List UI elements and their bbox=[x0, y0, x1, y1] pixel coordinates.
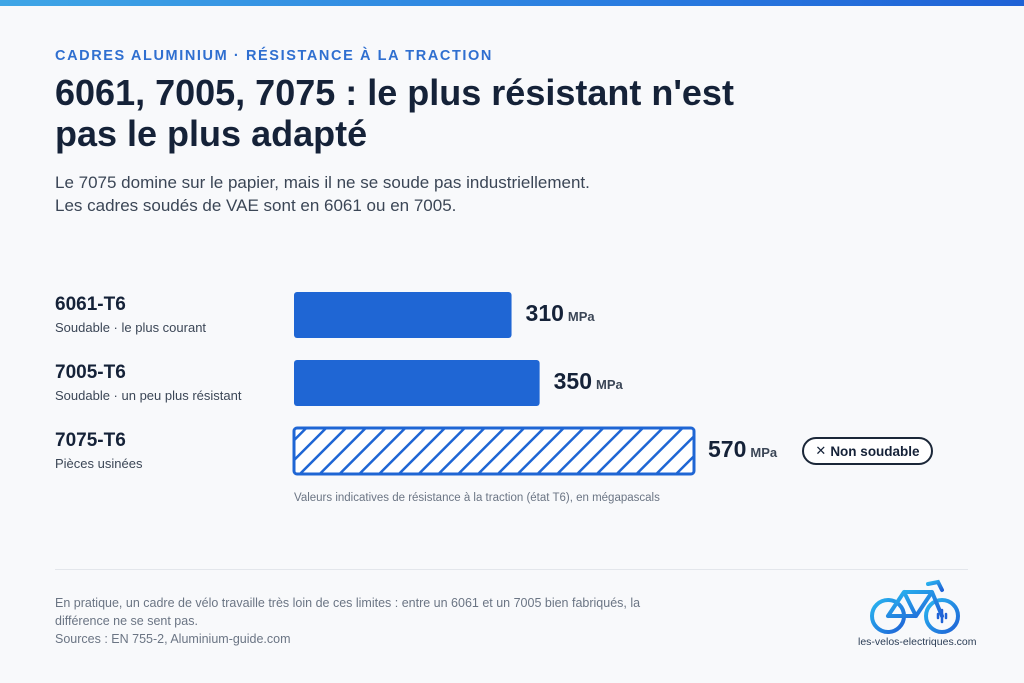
category-subtitle: Pièces usinées bbox=[55, 456, 143, 471]
value-label-7075: 570 MPa bbox=[708, 436, 777, 463]
value-unit: MPa bbox=[567, 309, 595, 324]
category-subtitle: Soudable · le plus courant bbox=[55, 320, 207, 335]
value-number: 350 bbox=[553, 368, 592, 394]
eyebrow-label: CADRES ALUMINIUM · RÉSISTANCE À LA TRACT… bbox=[55, 48, 493, 64]
category-name: 7005-T6 bbox=[55, 362, 126, 383]
subtitle-line: Le 7075 domine sur le papier, mais il ne… bbox=[55, 173, 590, 192]
logo-text: les-velos-electriques.com bbox=[858, 636, 977, 648]
electric-bike-logo-icon bbox=[870, 579, 960, 634]
footnote: En pratique, un cadre de vélo travaille … bbox=[55, 594, 715, 648]
bar-7005-t6 bbox=[294, 360, 540, 406]
non-weldable-badge: ✕ Non soudable bbox=[802, 437, 933, 465]
site-logo[interactable]: les-velos-electriques.com bbox=[858, 578, 977, 650]
badge-text: Non soudable bbox=[830, 443, 920, 459]
top-accent-bar bbox=[0, 0, 1024, 6]
value-label-6061: 310 MPa bbox=[526, 300, 595, 327]
value-number: 570 bbox=[708, 436, 747, 462]
value-number: 310 bbox=[525, 300, 564, 326]
category-label-6061: 6061-T6 Soudable · le plus courant bbox=[55, 294, 285, 337]
subtitle: Le 7075 domine sur le papier, mais il ne… bbox=[55, 171, 775, 217]
category-name: 6061-T6 bbox=[55, 294, 126, 315]
value-label-7005: 350 MPa bbox=[554, 368, 623, 395]
page-title: 6061, 7005, 7075 : le plus résistant n'e… bbox=[55, 72, 734, 154]
footnote-line: En pratique, un cadre de vélo travaille … bbox=[55, 596, 641, 610]
bar-7075-t6 bbox=[292, 426, 696, 476]
sources: Sources : EN 755-2, Aluminium-guide.com bbox=[55, 632, 291, 646]
close-icon: ✕ bbox=[815, 443, 827, 458]
category-subtitle: Soudable · un peu plus résistant bbox=[55, 388, 242, 403]
category-label-7075: 7075-T6 Pièces usinées bbox=[55, 430, 285, 473]
category-name: 7075-T6 bbox=[55, 430, 126, 451]
category-label-7005: 7005-T6 Soudable · un peu plus résistant bbox=[55, 362, 285, 405]
bar-6061-t6 bbox=[294, 292, 512, 338]
value-unit: MPa bbox=[595, 377, 623, 392]
footnote-line: différence ne se sent pas. bbox=[55, 614, 198, 628]
subtitle-line: Les cadres soudés de VAE sont en 6061 ou… bbox=[55, 196, 457, 215]
footer-divider bbox=[55, 569, 968, 570]
chart-caption: Valeurs indicatives de résistance à la t… bbox=[294, 492, 660, 504]
value-unit: MPa bbox=[750, 445, 778, 460]
